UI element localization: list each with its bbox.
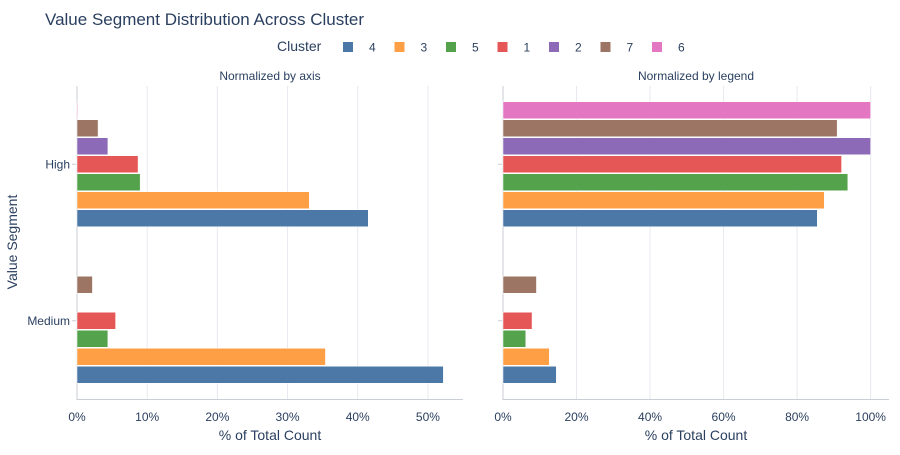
bar-cluster-2-high[interactable] xyxy=(76,137,109,155)
bar-cluster-7-medium[interactable] xyxy=(502,276,537,294)
bar-cluster-3-high[interactable] xyxy=(502,191,825,209)
bar-cluster-4-medium[interactable] xyxy=(76,366,444,384)
y-category-label: Medium xyxy=(27,314,70,328)
bar-cluster-1-medium[interactable] xyxy=(502,312,533,330)
bar-cluster-1-high[interactable] xyxy=(502,155,842,173)
bar-cluster-1-medium[interactable] xyxy=(76,312,116,330)
x-axis-title: % of Total Count xyxy=(645,427,748,443)
bar-cluster-5-high[interactable] xyxy=(76,173,141,191)
bar-cluster-4-medium[interactable] xyxy=(502,366,557,384)
legend-swatch xyxy=(394,42,405,52)
y-category-label: High xyxy=(45,157,70,171)
panel-1: Normalized by axis 0% 10% 20% 30% 40% 50% % of … xyxy=(27,69,463,443)
legend-item-3[interactable]: 3 xyxy=(394,41,428,55)
legend-label: 7 xyxy=(627,41,634,55)
x-tick-label: 20% xyxy=(205,410,229,424)
x-tick-label: 40% xyxy=(638,410,662,424)
x-tick-label: 0% xyxy=(68,410,86,424)
bar-cluster-4-high[interactable] xyxy=(76,209,369,227)
legend-swatch xyxy=(549,42,559,52)
bar-cluster-7-medium[interactable] xyxy=(76,276,93,294)
legend-title: Cluster xyxy=(277,38,322,54)
x-tick-label: 100% xyxy=(855,410,886,424)
chart-title: Value Segment Distribution Across Cluste… xyxy=(45,10,364,29)
legend-item-1[interactable]: 1 xyxy=(497,41,531,55)
legend-item-4[interactable]: 4 xyxy=(343,41,376,55)
bar-cluster-7-high[interactable] xyxy=(76,119,99,137)
bar-cluster-2-high[interactable] xyxy=(502,137,871,155)
bar-cluster-6-high[interactable] xyxy=(502,101,871,119)
legend-swatch xyxy=(652,42,662,52)
legend-item-5[interactable]: 5 xyxy=(446,41,479,55)
legend-label: 5 xyxy=(472,41,479,55)
legend-swatch xyxy=(446,42,456,52)
legend-label: 1 xyxy=(524,41,531,55)
legend-label: 3 xyxy=(421,41,428,55)
bar-cluster-3-medium[interactable] xyxy=(76,348,326,366)
bar-cluster-4-high[interactable] xyxy=(502,209,818,227)
x-tick-label: 0% xyxy=(494,410,512,424)
bar-cluster-7-high[interactable] xyxy=(502,119,838,137)
panel-2: Normalized by legend 0% 20% 40% 60% 80% 100% % … xyxy=(494,69,889,443)
bar-cluster-5-medium[interactable] xyxy=(502,330,527,348)
y-axis-title: Value Segment xyxy=(4,195,20,290)
legend-swatch xyxy=(343,42,353,52)
x-tick-label: 10% xyxy=(135,410,159,424)
bar-cluster-6-high[interactable] xyxy=(76,101,79,119)
bar-cluster-3-medium[interactable] xyxy=(502,348,550,366)
legend-item-7[interactable]: 7 xyxy=(600,41,634,55)
legend-label: 2 xyxy=(575,41,582,55)
panels: Normalized by axis 0% 10% 20% 30% 40% 50% % of … xyxy=(27,69,889,443)
legend-label: 6 xyxy=(678,41,685,55)
legend-swatch xyxy=(497,42,508,52)
panel-subtitle: Normalized by legend xyxy=(638,69,754,83)
x-tick-label: 40% xyxy=(346,410,370,424)
legend-swatch xyxy=(600,42,611,52)
x-tick-label: 20% xyxy=(565,410,589,424)
bar-cluster-1-high[interactable] xyxy=(76,155,139,173)
legend-item-2[interactable]: 2 xyxy=(549,41,582,55)
bar-cluster-3-high[interactable] xyxy=(76,191,310,209)
x-tick-label: 80% xyxy=(785,410,809,424)
bar-cluster-5-high[interactable] xyxy=(502,173,849,191)
legend-label: 4 xyxy=(369,41,376,55)
legend-item-6[interactable]: 6 xyxy=(652,41,685,55)
x-tick-label: 50% xyxy=(416,410,440,424)
legend: Cluster 4 3 5 1 2 7 6 xyxy=(277,38,685,55)
x-tick-label: 60% xyxy=(712,410,736,424)
panel-subtitle: Normalized by axis xyxy=(219,69,320,83)
x-axis-title: % of Total Count xyxy=(219,427,322,443)
bar-cluster-5-medium[interactable] xyxy=(76,330,109,348)
x-tick-label: 30% xyxy=(276,410,300,424)
